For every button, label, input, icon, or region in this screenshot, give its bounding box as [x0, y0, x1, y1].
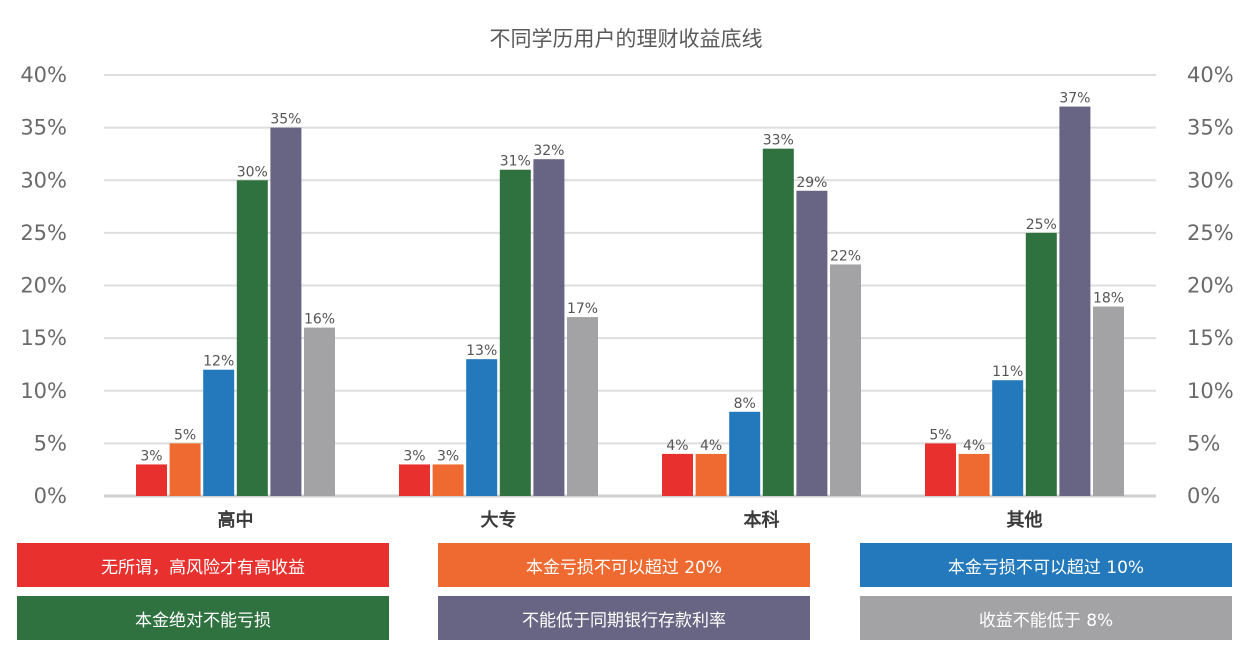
y-tick-label-right: 40%	[1187, 63, 1234, 87]
legend-item[interactable]: 本金亏损不可以超过 20%	[438, 543, 810, 587]
legend-label: 收益不能低于 8%	[978, 610, 1114, 631]
bar	[762, 148, 794, 497]
y-tick-label-right: 25%	[1187, 221, 1234, 245]
y-tick-label-right: 5%	[1187, 431, 1220, 455]
bar	[136, 464, 167, 496]
data-label: 30%	[237, 164, 268, 180]
data-label: 3%	[437, 448, 459, 464]
data-label: 13%	[466, 343, 497, 359]
legend-label: 本金绝对不能亏损	[135, 610, 271, 631]
y-tick-label-left: 5%	[34, 431, 67, 455]
data-label: 3%	[403, 448, 425, 464]
bar	[1093, 306, 1124, 496]
y-tick-label-right: 30%	[1187, 168, 1234, 192]
y-tick-label-left: 25%	[20, 221, 67, 245]
data-label: 32%	[533, 143, 564, 159]
legend-item[interactable]: 无所谓，高风险才有高收益	[17, 543, 389, 587]
legend-label: 不能低于同期银行存款利率	[522, 610, 726, 631]
x-category-label: 本科	[744, 509, 780, 531]
data-label: 31%	[500, 154, 531, 170]
data-label: 17%	[567, 301, 598, 317]
legend-item[interactable]: 本金亏损不可以超过 10%	[860, 543, 1232, 587]
data-label: 18%	[1093, 291, 1124, 307]
bar	[432, 464, 464, 496]
data-label: 37%	[1059, 91, 1090, 107]
y-tick-label-right: 35%	[1187, 116, 1234, 140]
y-tick-label-right: 10%	[1187, 379, 1234, 403]
bar	[499, 169, 531, 496]
bar	[992, 380, 1024, 496]
bar	[304, 327, 335, 496]
data-label: 5%	[929, 427, 951, 443]
bar	[958, 453, 990, 496]
chart-title: 不同学历用户的理财收益底线	[490, 27, 763, 51]
y-tick-label-left: 0%	[34, 484, 67, 508]
data-label: 8%	[734, 396, 756, 412]
y-tick-label-left: 10%	[20, 379, 67, 403]
y-tick-label-left: 40%	[20, 63, 67, 87]
x-category-label: 其他	[1007, 509, 1043, 531]
bar	[729, 411, 761, 496]
bar	[695, 453, 727, 496]
y-axis-left: 0% 5% 10% 15% 20% 25% 30% 35% 40%	[20, 63, 67, 508]
bar	[399, 464, 430, 496]
data-label: 22%	[830, 248, 861, 264]
legend-item[interactable]: 收益不能低于 8%	[860, 596, 1232, 640]
y-tick-label-left: 30%	[20, 168, 67, 192]
data-label: 25%	[1026, 217, 1057, 233]
bar	[662, 453, 693, 496]
legend-item[interactable]: 本金绝对不能亏损	[17, 596, 389, 640]
data-label: 3%	[140, 448, 162, 464]
y-tick-label-right: 15%	[1187, 326, 1234, 350]
data-label: 11%	[992, 364, 1023, 380]
legend-label: 无所谓，高风险才有高收益	[101, 557, 305, 578]
data-label: 5%	[174, 427, 196, 443]
legend-label: 本金亏损不可以超过 10%	[947, 557, 1145, 578]
data-labels: 3% 5% 12% 30% 35% 16% 3% 3% 13% 31%32% 17% 4% 4% 8% 33…	[140, 91, 1124, 465]
legend-label: 本金亏损不可以超过 20%	[525, 557, 723, 578]
y-tick-label-right: 20%	[1187, 274, 1234, 298]
data-label: 29%	[796, 175, 827, 191]
bar	[1025, 232, 1057, 496]
y-tick-label-left: 35%	[20, 116, 67, 140]
bar	[925, 443, 956, 496]
bar	[533, 159, 565, 496]
x-category-label: 高中	[218, 509, 254, 531]
y-tick-label-right: 0%	[1187, 484, 1220, 508]
bar	[270, 127, 302, 496]
data-label: 33%	[763, 133, 794, 149]
bar	[796, 190, 828, 496]
data-label: 4%	[700, 438, 722, 454]
data-label: 4%	[666, 438, 688, 454]
bars	[136, 106, 1124, 497]
data-label: 4%	[963, 438, 985, 454]
y-tick-label-left: 15%	[20, 326, 67, 350]
data-label: 12%	[203, 354, 234, 370]
x-axis-categories: 高中 大专 本科 其他	[218, 509, 1043, 531]
data-label: 16%	[304, 312, 335, 328]
x-category-label: 大专	[481, 509, 517, 531]
bar	[203, 369, 235, 496]
bar	[1059, 106, 1091, 496]
y-axis-right: 0% 5% 10% 15% 20% 25% 30% 35% 40%	[1187, 63, 1234, 508]
bar	[236, 180, 268, 496]
bar	[830, 264, 861, 496]
y-tick-label-left: 20%	[20, 274, 67, 298]
legend-item[interactable]: 不能低于同期银行存款利率	[438, 596, 810, 640]
data-label: 35%	[270, 112, 301, 128]
bar	[567, 317, 598, 496]
bar	[169, 443, 201, 496]
bar	[466, 359, 498, 496]
